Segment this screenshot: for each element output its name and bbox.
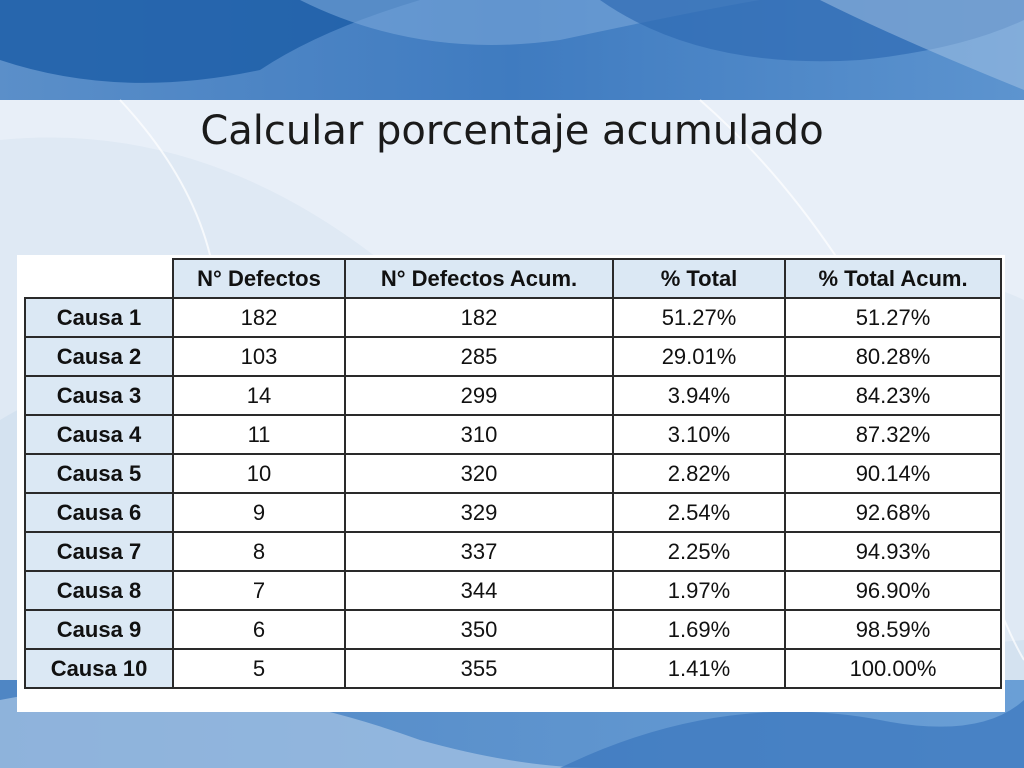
cell-pct-total: 1.97% [612, 570, 786, 611]
row-label: Causa 5 [24, 453, 174, 494]
cell-pct-total-acum: 98.59% [784, 609, 1002, 650]
cell-pct-total: 2.54% [612, 492, 786, 533]
row-label: Causa 10 [24, 648, 174, 689]
cell-pct-total-acum: 51.27% [784, 297, 1002, 338]
row-label: Causa 7 [24, 531, 174, 572]
cell-defectos: 6 [172, 609, 346, 650]
row-label: Causa 1 [24, 297, 174, 338]
cell-defectos-acum: 310 [344, 414, 614, 455]
row-label: Causa 9 [24, 609, 174, 650]
table-header-row: N° Defectos N° Defectos Acum. % Total % … [25, 258, 1002, 299]
cell-pct-total-acum: 84.23% [784, 375, 1002, 416]
row-label: Causa 8 [24, 570, 174, 611]
table-row: Causa 6 9 329 2.54% 92.68% [24, 492, 1002, 533]
cell-defectos: 9 [172, 492, 346, 533]
cell-pct-total: 2.25% [612, 531, 786, 572]
cell-pct-total: 29.01% [612, 336, 786, 377]
column-header-defectos-acum: N° Defectos Acum. [344, 258, 614, 299]
page-title: Calcular porcentaje acumulado [200, 108, 824, 154]
cell-defectos: 5 [172, 648, 346, 689]
cell-pct-total-acum: 80.28% [784, 336, 1002, 377]
cell-defectos-acum: 344 [344, 570, 614, 611]
cell-pct-total: 1.69% [612, 609, 786, 650]
row-label: Causa 4 [24, 414, 174, 455]
cell-defectos-acum: 350 [344, 609, 614, 650]
table-row: Causa 7 8 337 2.25% 94.93% [24, 531, 1002, 572]
cell-defectos-acum: 299 [344, 375, 614, 416]
table-row: Causa 4 11 310 3.10% 87.32% [24, 414, 1002, 455]
cell-pct-total: 2.82% [612, 453, 786, 494]
table-container: N° Defectos N° Defectos Acum. % Total % … [17, 255, 1005, 712]
table-row: Causa 2 103 285 29.01% 80.28% [24, 336, 1002, 377]
cell-pct-total-acum: 100.00% [784, 648, 1002, 689]
cell-defectos-acum: 337 [344, 531, 614, 572]
cell-pct-total: 3.94% [612, 375, 786, 416]
cell-pct-total-acum: 96.90% [784, 570, 1002, 611]
cell-defectos-acum: 182 [344, 297, 614, 338]
table-row: Causa 5 10 320 2.82% 90.14% [24, 453, 1002, 494]
cell-pct-total: 1.41% [612, 648, 786, 689]
cell-defectos: 8 [172, 531, 346, 572]
cell-pct-total: 51.27% [612, 297, 786, 338]
row-label: Causa 6 [24, 492, 174, 533]
cell-pct-total-acum: 94.93% [784, 531, 1002, 572]
table-corner-cell [25, 259, 173, 298]
row-label: Causa 3 [24, 375, 174, 416]
cell-defectos-acum: 355 [344, 648, 614, 689]
cell-defectos: 7 [172, 570, 346, 611]
table-row: Causa 1 182 182 51.27% 51.27% [24, 297, 1002, 338]
defects-table: N° Defectos N° Defectos Acum. % Total % … [24, 258, 1002, 689]
cell-defectos-acum: 320 [344, 453, 614, 494]
cell-defectos: 103 [172, 336, 346, 377]
column-header-defectos: N° Defectos [172, 258, 346, 299]
cell-pct-total-acum: 92.68% [784, 492, 1002, 533]
table-row: Causa 10 5 355 1.41% 100.00% [24, 648, 1002, 689]
cell-defectos: 182 [172, 297, 346, 338]
cell-pct-total-acum: 90.14% [784, 453, 1002, 494]
table-row: Causa 3 14 299 3.94% 84.23% [24, 375, 1002, 416]
column-header-pct-total: % Total [612, 258, 786, 299]
cell-defectos-acum: 285 [344, 336, 614, 377]
cell-defectos-acum: 329 [344, 492, 614, 533]
column-header-pct-total-acum: % Total Acum. [784, 258, 1002, 299]
table-row: Causa 9 6 350 1.69% 98.59% [24, 609, 1002, 650]
cell-pct-total: 3.10% [612, 414, 786, 455]
cell-pct-total-acum: 87.32% [784, 414, 1002, 455]
cell-defectos: 11 [172, 414, 346, 455]
cell-defectos: 14 [172, 375, 346, 416]
row-label: Causa 2 [24, 336, 174, 377]
table-row: Causa 8 7 344 1.97% 96.90% [24, 570, 1002, 611]
cell-defectos: 10 [172, 453, 346, 494]
